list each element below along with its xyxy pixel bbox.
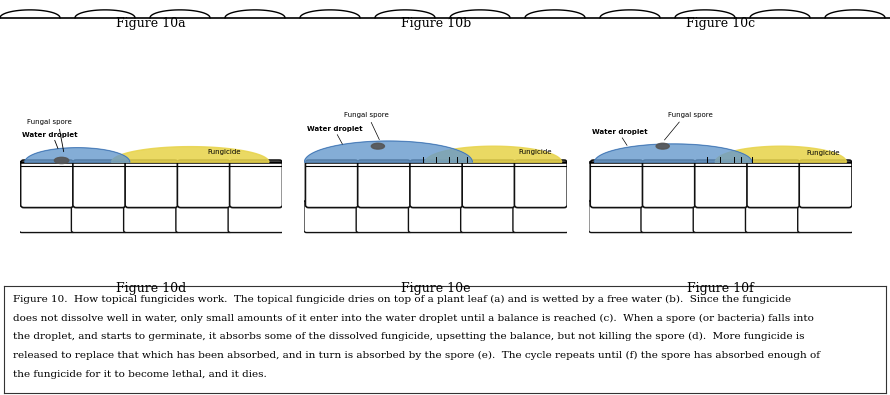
- Text: Figure 10a: Figure 10a: [116, 17, 186, 30]
- Text: Fungal spore: Fungal spore: [344, 112, 389, 118]
- FancyBboxPatch shape: [125, 160, 178, 208]
- FancyBboxPatch shape: [71, 200, 127, 233]
- FancyBboxPatch shape: [177, 160, 231, 208]
- Text: the droplet, and starts to germinate, it absorbs some of the dissolved fungicide: the droplet, and starts to germinate, it…: [13, 332, 805, 341]
- Polygon shape: [25, 148, 130, 162]
- FancyBboxPatch shape: [230, 160, 282, 208]
- FancyBboxPatch shape: [461, 200, 516, 233]
- Polygon shape: [595, 144, 752, 162]
- FancyBboxPatch shape: [303, 200, 360, 233]
- Text: does not dissolve well in water, only small amounts of it enter into the water d: does not dissolve well in water, only sm…: [13, 314, 814, 323]
- FancyBboxPatch shape: [124, 200, 180, 233]
- FancyBboxPatch shape: [356, 200, 412, 233]
- FancyBboxPatch shape: [409, 200, 465, 233]
- Text: Fungal spore: Fungal spore: [28, 119, 72, 126]
- Text: Fungicide: Fungicide: [519, 149, 552, 155]
- FancyBboxPatch shape: [695, 160, 748, 208]
- Polygon shape: [716, 146, 846, 162]
- Text: Fungicide: Fungicide: [207, 149, 241, 155]
- FancyBboxPatch shape: [462, 160, 515, 208]
- FancyBboxPatch shape: [73, 160, 125, 208]
- Text: released to replace that which has been absorbed, and in turn is absorbed by the: released to replace that which has been …: [13, 351, 821, 360]
- FancyBboxPatch shape: [228, 200, 284, 233]
- Ellipse shape: [656, 143, 669, 149]
- FancyBboxPatch shape: [176, 200, 231, 233]
- Text: Water droplet: Water droplet: [592, 130, 647, 135]
- Ellipse shape: [371, 143, 384, 149]
- Polygon shape: [111, 147, 269, 162]
- FancyBboxPatch shape: [514, 160, 567, 208]
- FancyBboxPatch shape: [19, 200, 75, 233]
- FancyBboxPatch shape: [693, 200, 749, 233]
- Text: Figure 10d: Figure 10d: [116, 282, 186, 295]
- FancyBboxPatch shape: [305, 160, 358, 208]
- Text: Figure 10e: Figure 10e: [400, 282, 471, 295]
- Text: Figure 10b: Figure 10b: [400, 17, 471, 30]
- Text: Figure 10.  How topical fungicides work.  The topical fungicide dries on top of : Figure 10. How topical fungicides work. …: [13, 295, 791, 304]
- Text: Figure 10c: Figure 10c: [686, 17, 755, 30]
- FancyBboxPatch shape: [797, 200, 854, 233]
- Text: Fungal spore: Fungal spore: [668, 112, 713, 118]
- FancyBboxPatch shape: [20, 160, 73, 208]
- FancyBboxPatch shape: [799, 160, 852, 208]
- FancyBboxPatch shape: [641, 200, 697, 233]
- FancyBboxPatch shape: [358, 160, 410, 208]
- FancyBboxPatch shape: [410, 160, 463, 208]
- Polygon shape: [304, 141, 473, 162]
- Text: Fungicide: Fungicide: [806, 150, 839, 156]
- FancyBboxPatch shape: [746, 200, 801, 233]
- Ellipse shape: [54, 157, 69, 164]
- FancyBboxPatch shape: [513, 200, 569, 233]
- FancyBboxPatch shape: [747, 160, 800, 208]
- FancyBboxPatch shape: [588, 200, 644, 233]
- Text: Water droplet: Water droplet: [22, 132, 77, 138]
- FancyBboxPatch shape: [643, 160, 695, 208]
- Polygon shape: [425, 146, 562, 162]
- Text: Water droplet: Water droplet: [307, 126, 362, 132]
- Text: Figure 10f: Figure 10f: [687, 282, 754, 295]
- Text: the fungicide for it to become lethal, and it dies.: the fungicide for it to become lethal, a…: [13, 370, 267, 378]
- FancyBboxPatch shape: [590, 160, 643, 208]
